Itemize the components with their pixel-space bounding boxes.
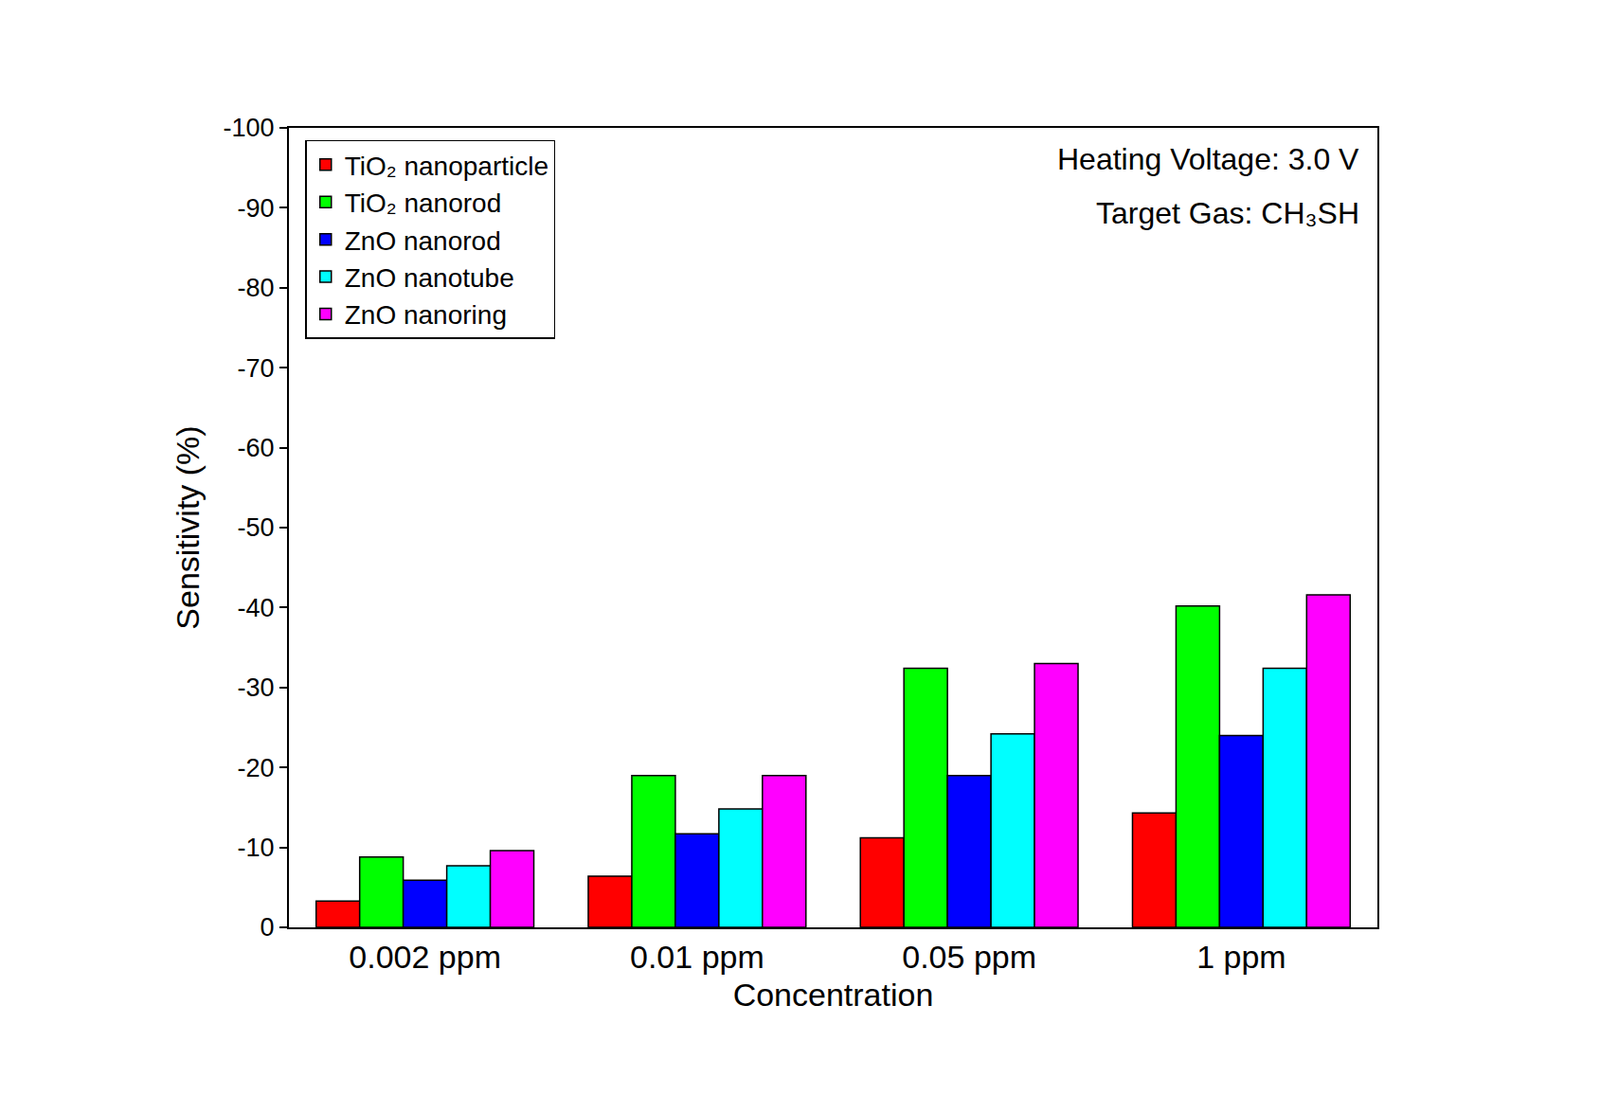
- svg-text:Concentration: Concentration: [733, 976, 935, 1013]
- svg-text:0.002 ppm: 0.002 ppm: [348, 938, 502, 975]
- svg-text:0.05 ppm: 0.05 ppm: [901, 938, 1037, 975]
- svg-text:-60: -60: [237, 433, 275, 463]
- svg-text:ZnO nanoring: ZnO nanoring: [344, 300, 507, 330]
- svg-text:-50: -50: [237, 513, 275, 542]
- svg-text:-100: -100: [223, 113, 275, 143]
- svg-text:-30: -30: [237, 673, 275, 702]
- svg-text:-20: -20: [237, 754, 275, 783]
- svg-text:1 ppm: 1 ppm: [1196, 938, 1287, 975]
- svg-text:TiO₂ nanoparticle: TiO₂ nanoparticle: [344, 151, 549, 181]
- svg-text:ZnO nanotube: ZnO nanotube: [344, 263, 515, 293]
- svg-text:-40: -40: [237, 593, 275, 623]
- svg-text:-90: -90: [237, 194, 275, 223]
- svg-text:-80: -80: [237, 273, 275, 303]
- svg-text:Target Gas: CH₃SH: Target Gas: CH₃SH: [1096, 196, 1360, 231]
- svg-text:0: 0: [260, 913, 275, 942]
- svg-text:Heating Voltage: 3.0 V: Heating Voltage: 3.0 V: [1057, 142, 1360, 177]
- svg-text:0.01 ppm: 0.01 ppm: [629, 938, 765, 975]
- svg-text:-70: -70: [237, 354, 275, 383]
- svg-text:Sensitivity (%): Sensitivity (%): [169, 425, 206, 630]
- svg-text:-10: -10: [237, 833, 275, 863]
- svg-text:ZnO nanorod: ZnO nanorod: [344, 226, 502, 256]
- svg-text:TiO₂ nanorod: TiO₂ nanorod: [344, 188, 502, 218]
